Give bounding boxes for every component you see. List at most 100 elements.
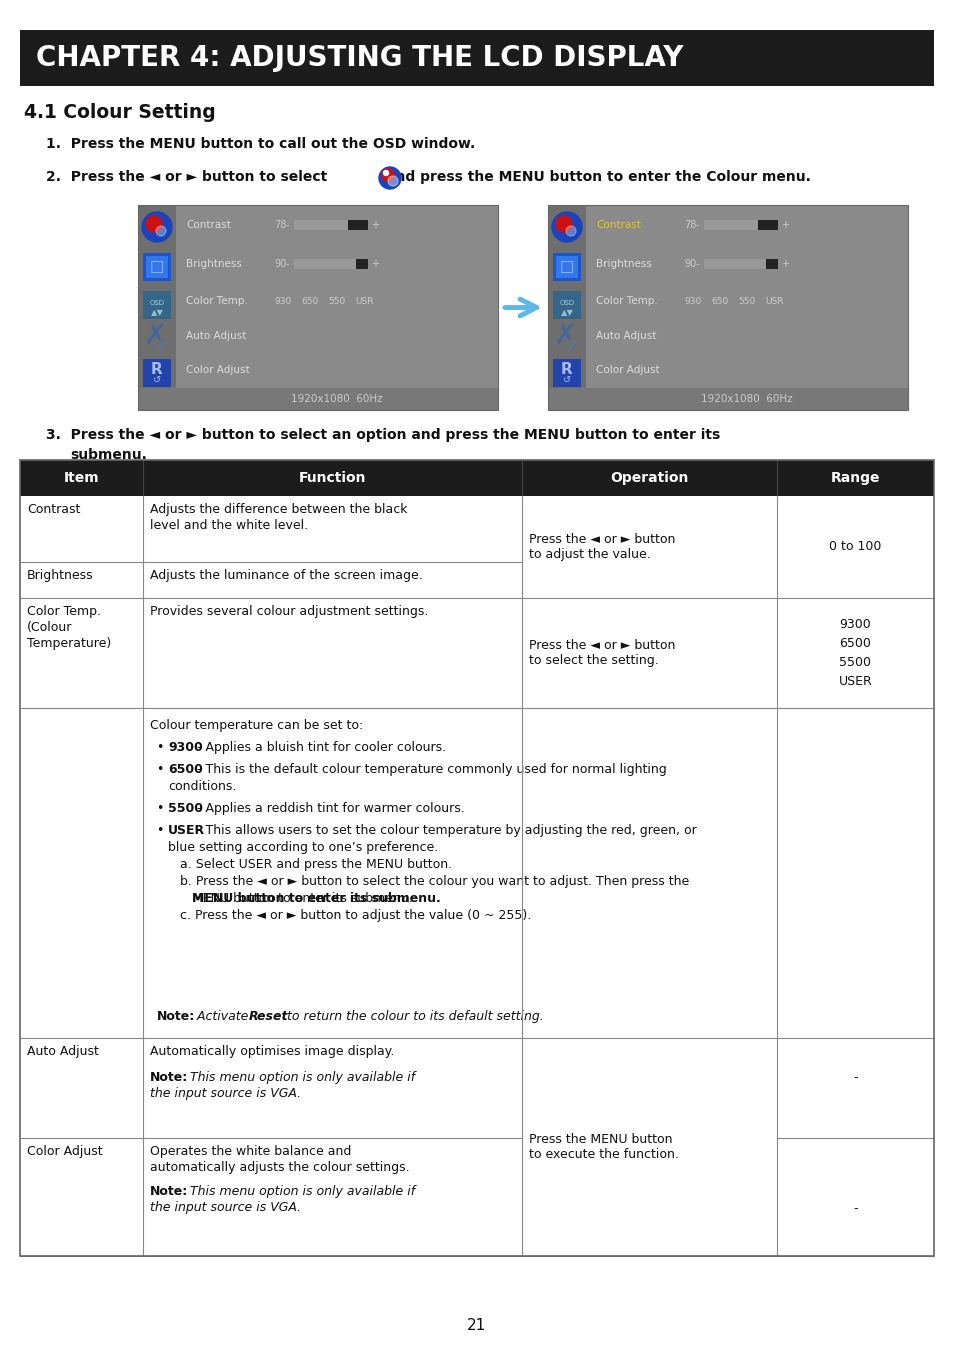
Text: Note:: Note: <box>157 1010 195 1023</box>
Text: 21: 21 <box>467 1319 486 1334</box>
Circle shape <box>383 170 388 176</box>
Text: -: - <box>696 259 699 269</box>
Bar <box>20 495 933 598</box>
Text: Press the MENU button
to execute the function.: Press the MENU button to execute the fun… <box>529 1133 679 1161</box>
Text: 90: 90 <box>683 259 696 269</box>
Text: Item: Item <box>64 471 99 485</box>
Text: •: • <box>156 741 163 755</box>
Bar <box>547 205 907 410</box>
Text: Provides several colour adjustment settings.: Provides several colour adjustment setti… <box>150 605 428 618</box>
Text: - Applies a reddish tint for warmer colours.: - Applies a reddish tint for warmer colo… <box>193 802 464 815</box>
Text: 1920x1080  60Hz: 1920x1080 60Hz <box>291 394 382 404</box>
Text: Brightness: Brightness <box>596 259 651 269</box>
Text: Color Adjust: Color Adjust <box>27 1145 103 1158</box>
Text: b. Press the ◄ or ► button to select the colour you want to adjust. Then press t: b. Press the ◄ or ► button to select the… <box>180 875 688 888</box>
Text: - This allows users to set the colour temperature by adjusting the red, green, o: - This allows users to set the colour te… <box>193 824 696 837</box>
Circle shape <box>556 216 572 232</box>
Bar <box>20 598 933 707</box>
Text: Adjusts the luminance of the screen image.: Adjusts the luminance of the screen imag… <box>150 568 422 582</box>
Bar <box>294 259 368 269</box>
Text: ▲▼: ▲▼ <box>560 309 573 317</box>
Text: 78: 78 <box>683 220 696 230</box>
Text: the input source is VGA.: the input source is VGA. <box>150 1087 301 1100</box>
Bar <box>294 259 355 269</box>
Bar <box>294 220 368 230</box>
Text: OSD: OSD <box>558 300 574 306</box>
Bar <box>556 256 578 278</box>
Bar <box>703 259 765 269</box>
Text: 3.  Press the ◄ or ► button to select an option and press the MENU button to ent: 3. Press the ◄ or ► button to select an … <box>46 428 720 441</box>
Text: to return the colour to its default setting.: to return the colour to its default sett… <box>283 1010 543 1023</box>
Bar <box>20 707 933 1038</box>
Text: ▲▼: ▲▼ <box>151 309 163 317</box>
Text: -: - <box>696 220 699 230</box>
Text: Press the ◄ or ► button
to select the setting.: Press the ◄ or ► button to select the se… <box>529 639 675 667</box>
Text: ✔: ✔ <box>565 339 578 352</box>
Text: Reset: Reset <box>249 1010 288 1023</box>
Text: OSD: OSD <box>150 300 164 306</box>
Text: This menu option is only available if: This menu option is only available if <box>186 1185 415 1197</box>
Bar <box>20 30 933 86</box>
Circle shape <box>388 176 397 186</box>
Text: ✔: ✔ <box>156 339 168 352</box>
Text: Auto Adjust: Auto Adjust <box>27 1045 99 1058</box>
Bar <box>547 205 585 387</box>
Text: a. Select USER and press the MENU button.: a. Select USER and press the MENU button… <box>180 859 452 871</box>
Text: 1920x1080  60Hz: 1920x1080 60Hz <box>700 394 792 404</box>
Text: Temperature): Temperature) <box>27 637 112 649</box>
Text: the input source is VGA.: the input source is VGA. <box>150 1202 301 1214</box>
Text: 930: 930 <box>274 297 291 305</box>
Bar <box>703 259 778 269</box>
Text: Adjusts the difference between the black: Adjusts the difference between the black <box>150 504 407 516</box>
Bar <box>138 205 175 387</box>
Text: Color Temp.: Color Temp. <box>186 296 248 306</box>
Text: •: • <box>156 763 163 776</box>
Text: 90: 90 <box>274 259 286 269</box>
Text: ↺: ↺ <box>152 375 161 385</box>
Text: USR: USR <box>355 297 374 305</box>
Text: -: - <box>852 1072 857 1084</box>
Bar <box>20 460 933 495</box>
Text: 4.1 Colour Setting: 4.1 Colour Setting <box>24 103 215 122</box>
Bar <box>20 1038 933 1256</box>
Text: +: + <box>781 259 788 269</box>
Circle shape <box>156 225 166 236</box>
Text: 78: 78 <box>274 220 286 230</box>
Text: - This is the default colour temperature commonly used for normal lighting: - This is the default colour temperature… <box>193 763 666 776</box>
Text: 0 to 100: 0 to 100 <box>828 540 881 553</box>
Text: 930: 930 <box>683 297 700 305</box>
Text: Note:: Note: <box>150 1071 188 1084</box>
Text: -: - <box>286 220 289 230</box>
Bar <box>553 292 580 319</box>
Circle shape <box>146 216 162 232</box>
Text: +: + <box>371 259 378 269</box>
Text: ✗: ✗ <box>143 323 167 350</box>
Bar <box>146 256 168 278</box>
Text: submenu.: submenu. <box>70 448 147 462</box>
Bar <box>553 252 580 281</box>
Text: Color Temp.: Color Temp. <box>596 296 657 306</box>
Text: +: + <box>371 220 378 230</box>
Text: □: □ <box>559 259 574 274</box>
Text: MENU button to enter its submenu.: MENU button to enter its submenu. <box>192 892 413 904</box>
Text: Note:: Note: <box>150 1185 188 1197</box>
Text: Automatically optimises image display.: Automatically optimises image display. <box>150 1045 394 1058</box>
Text: •: • <box>156 802 163 815</box>
Text: and press the MENU button to enter the Colour menu.: and press the MENU button to enter the C… <box>386 170 810 184</box>
Text: conditions.: conditions. <box>168 780 236 792</box>
Bar <box>703 220 778 230</box>
Text: Contrast: Contrast <box>596 220 640 230</box>
Text: Range: Range <box>830 471 880 485</box>
Bar <box>143 252 171 281</box>
Text: This menu option is only available if: This menu option is only available if <box>186 1071 415 1084</box>
Text: R: R <box>560 363 572 378</box>
Text: 5500: 5500 <box>168 802 203 815</box>
Text: 550: 550 <box>738 297 755 305</box>
Circle shape <box>552 212 581 242</box>
Text: ✗: ✗ <box>553 323 576 350</box>
Text: blue setting according to one’s preference.: blue setting according to one’s preferen… <box>168 841 437 855</box>
Text: Brightness: Brightness <box>27 568 93 582</box>
Text: c. Press the ◄ or ► button to adjust the value (0 ~ 255).: c. Press the ◄ or ► button to adjust the… <box>180 909 531 922</box>
Bar <box>547 205 907 410</box>
Bar <box>553 359 580 387</box>
